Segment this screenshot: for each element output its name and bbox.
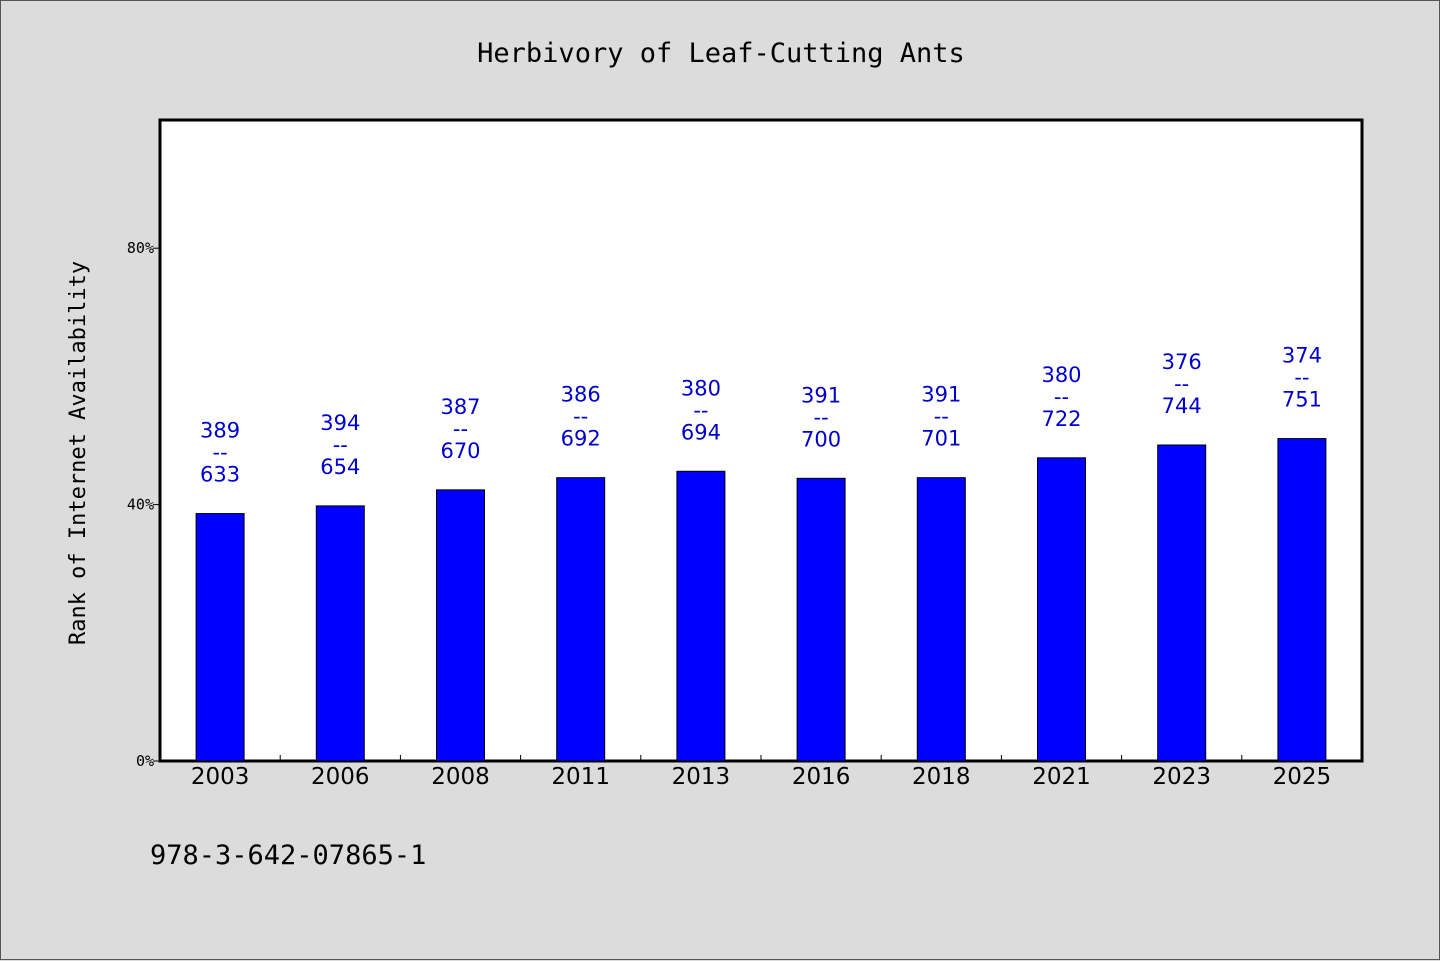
- x-tick-label: 2016: [792, 764, 851, 790]
- bar-data-label: 692: [561, 427, 601, 451]
- bar-data-label: 376: [1162, 350, 1202, 374]
- x-tick-label: 2021: [1032, 764, 1091, 790]
- x-tick-label: 2003: [191, 764, 250, 790]
- bar: [1157, 444, 1207, 762]
- bar: [556, 477, 606, 762]
- bar: [676, 470, 726, 762]
- bar-data-label: 654: [320, 455, 360, 479]
- bar-data-label: --: [693, 398, 708, 422]
- bar-data-label: 633: [200, 463, 240, 487]
- bar-data-label: 386: [561, 383, 601, 407]
- x-tick-label: 2006: [311, 764, 370, 790]
- bar: [1277, 438, 1327, 762]
- bar-data-label: 374: [1282, 344, 1322, 368]
- bar-data-label: 391: [921, 383, 961, 407]
- x-tick-label: 2023: [1152, 764, 1211, 790]
- bar-data-label: 751: [1282, 388, 1322, 412]
- bar-data-label: --: [814, 405, 829, 429]
- x-tick-label: 2008: [431, 764, 490, 790]
- x-tick-label: 2018: [912, 764, 971, 790]
- isbn-text: 978-3-642-07865-1: [150, 840, 426, 871]
- bar-data-label: --: [213, 441, 228, 465]
- y-tick-label: 0%: [136, 752, 154, 770]
- bar-data-label: 744: [1162, 394, 1202, 418]
- bar-data-label: 701: [921, 427, 961, 451]
- y-tick-label: 40%: [127, 496, 154, 514]
- bar: [796, 477, 846, 762]
- x-tick-label: 2013: [672, 764, 731, 790]
- bar-data-label: 380: [1041, 363, 1081, 387]
- y-axis: 0% 40% 80%: [127, 239, 160, 770]
- bar-data-label: 389: [200, 419, 240, 443]
- bar: [195, 513, 245, 762]
- bar-data-label: --: [573, 405, 588, 429]
- y-tick-label: 80%: [127, 239, 154, 257]
- bar-data-label: 394: [320, 411, 360, 435]
- x-axis: 2003 2006 2008 2011 2013 2016 2018 2021 2023 2025: [191, 755, 1331, 790]
- bar-data-label: 387: [440, 395, 480, 419]
- bar-data-label: 391: [801, 383, 841, 407]
- bar-data-label: 380: [681, 376, 721, 400]
- bar-labels: 389--633394--654387--670386--692380--694…: [200, 344, 1322, 487]
- bar-data-label: --: [934, 405, 949, 429]
- bar-data-label: --: [333, 433, 348, 457]
- bar: [315, 505, 365, 762]
- bar: [436, 489, 485, 762]
- bar-data-label: 670: [440, 439, 480, 463]
- y-axis-title: Rank of Internet Availability: [66, 261, 91, 645]
- bar: [916, 477, 966, 762]
- x-tick-label: 2011: [551, 764, 610, 790]
- bar-data-label: --: [453, 417, 468, 441]
- bars: [195, 438, 1327, 762]
- bar-data-label: 722: [1041, 407, 1081, 431]
- x-tick-label: 2025: [1273, 764, 1332, 790]
- bar-data-label: --: [1174, 372, 1189, 396]
- bar-data-label: --: [1294, 366, 1309, 390]
- bar-data-label: --: [1054, 385, 1069, 409]
- bar-data-label: 694: [681, 420, 721, 444]
- chart-title: Herbivory of Leaf-Cutting Ants: [477, 38, 965, 69]
- bar: [1037, 457, 1086, 762]
- bar-data-label: 700: [801, 427, 841, 451]
